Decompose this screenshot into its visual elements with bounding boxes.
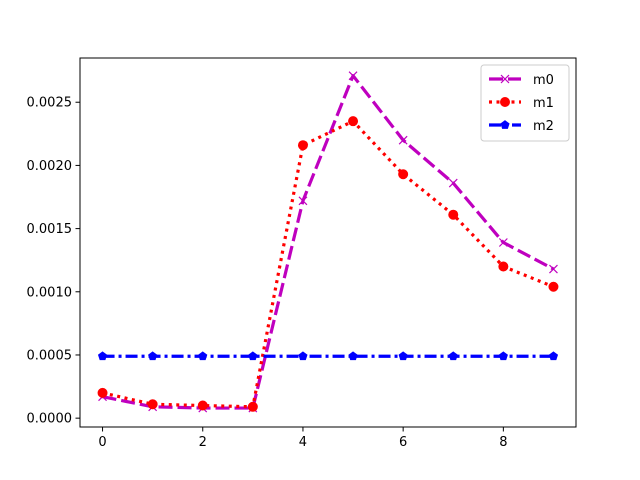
legend: m0 m1 m2 [480,64,570,142]
y-tick-label-1: 0.0005 [27,348,73,363]
series-m1-point-7 [448,209,459,220]
series-m0-point-6 [398,135,408,145]
series-m2-point-6 [398,351,408,361]
series-m2-point-9 [548,351,559,361]
x-tick-label-2: 4 [299,435,307,450]
y-tick-label-3: 0.0015 [27,222,73,237]
legend-label-m1: m1 [533,96,554,111]
series-m1-point-3 [247,401,258,412]
series-m1-point-1 [147,399,158,410]
series-m0-point-9 [549,264,558,274]
axes: 0 2 4 6 8 0.0000 0.0005 0.0010 0.0015 0.0020 0.002… [27,57,577,450]
series-m0-point-4 [298,196,308,206]
series-m2-point-7 [448,351,458,361]
y-tick-label-2: 0.0010 [27,285,73,300]
y-tick-label-0: 0.0000 [27,412,73,427]
series-m1-line [102,119,555,409]
series-m2-point-8 [498,351,508,361]
y-tick-label-4: 0.0020 [27,159,73,174]
series-m1-point-8 [498,261,509,272]
y-tick-label-5: 0.0025 [27,96,73,111]
legend-label-m0: m0 [533,73,554,88]
legend-marker-m1 [500,97,510,107]
series-m2-point-1 [148,351,158,361]
x-tick-label-3: 6 [399,435,407,450]
series-m0-point-5 [348,71,358,81]
series-m1-point-9 [548,281,559,292]
series-m2-point-0 [97,351,108,361]
series-m1-point-0 [97,387,108,398]
legend-marker-m0 [500,74,510,84]
x-tick-label-1: 2 [199,435,207,450]
series-m2-point-3 [248,351,258,361]
series-m1-point-6 [398,169,409,180]
series-m0-point-8 [498,238,508,247]
axes-frame [79,57,577,428]
series-m2-point-4 [298,351,308,361]
legend-label-m2: m2 [533,119,554,134]
x-tick-label-4: 8 [499,435,507,450]
legend-box [480,64,570,142]
series-m1-point-2 [197,400,208,411]
series-m1-point-5 [348,116,359,127]
series-m2-point-2 [198,351,208,361]
x-tick-label-0: 0 [98,435,106,450]
plot-area [97,71,559,413]
legend-marker-m2 [500,120,510,129]
series-m2-point-5 [348,351,358,361]
series-m0-line [102,74,555,410]
series-m1-point-4 [297,140,308,151]
series-m0-point-7 [448,178,458,188]
